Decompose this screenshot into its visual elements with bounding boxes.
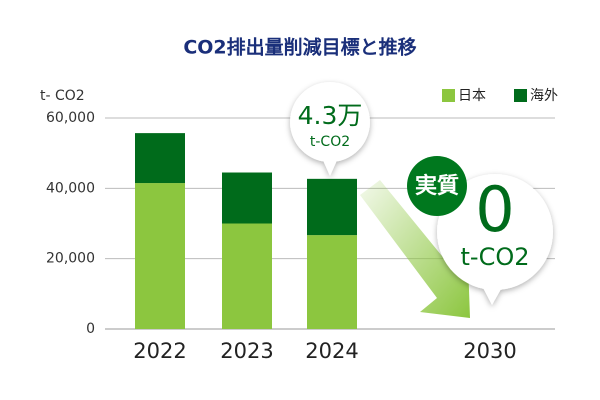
y-tick-label: 40,000	[46, 180, 95, 196]
y-tick-label: 20,000	[46, 251, 95, 267]
y-axis-label: t- CO2	[40, 88, 85, 104]
bar-segment	[307, 235, 357, 329]
y-tick-label: 60,000	[46, 110, 95, 126]
bars	[135, 133, 357, 329]
badge	[407, 156, 467, 216]
x-tick-label: 2024	[305, 339, 358, 363]
legend-label: 日本	[458, 88, 486, 104]
annotation: t-CO2	[310, 134, 350, 150]
x-tick-label: 2022	[133, 339, 186, 363]
bar-segment	[135, 183, 185, 329]
trend-arrow	[360, 180, 470, 318]
bubble-2024	[290, 82, 370, 176]
annotation: 実質	[415, 173, 459, 199]
bar-segment	[222, 172, 272, 224]
y-tick-label: 0	[86, 321, 95, 337]
legend-label: 海外	[530, 88, 558, 104]
annotation: t-CO2	[461, 243, 530, 271]
x-tick-label: 2023	[220, 339, 273, 363]
bar-segment	[307, 178, 357, 236]
legend: 日本 海外	[442, 88, 558, 104]
bubble-2030	[437, 174, 553, 305]
legend-swatch	[514, 89, 527, 102]
bar-segment	[135, 133, 185, 184]
annotation: 0	[475, 173, 514, 246]
bar-segment	[222, 223, 272, 329]
chart-title: CO2排出量削減目標と推移	[183, 36, 416, 59]
legend-swatch	[442, 89, 455, 102]
x-tick-label: 2030	[463, 339, 516, 363]
annotation: 4.3万	[298, 101, 363, 130]
